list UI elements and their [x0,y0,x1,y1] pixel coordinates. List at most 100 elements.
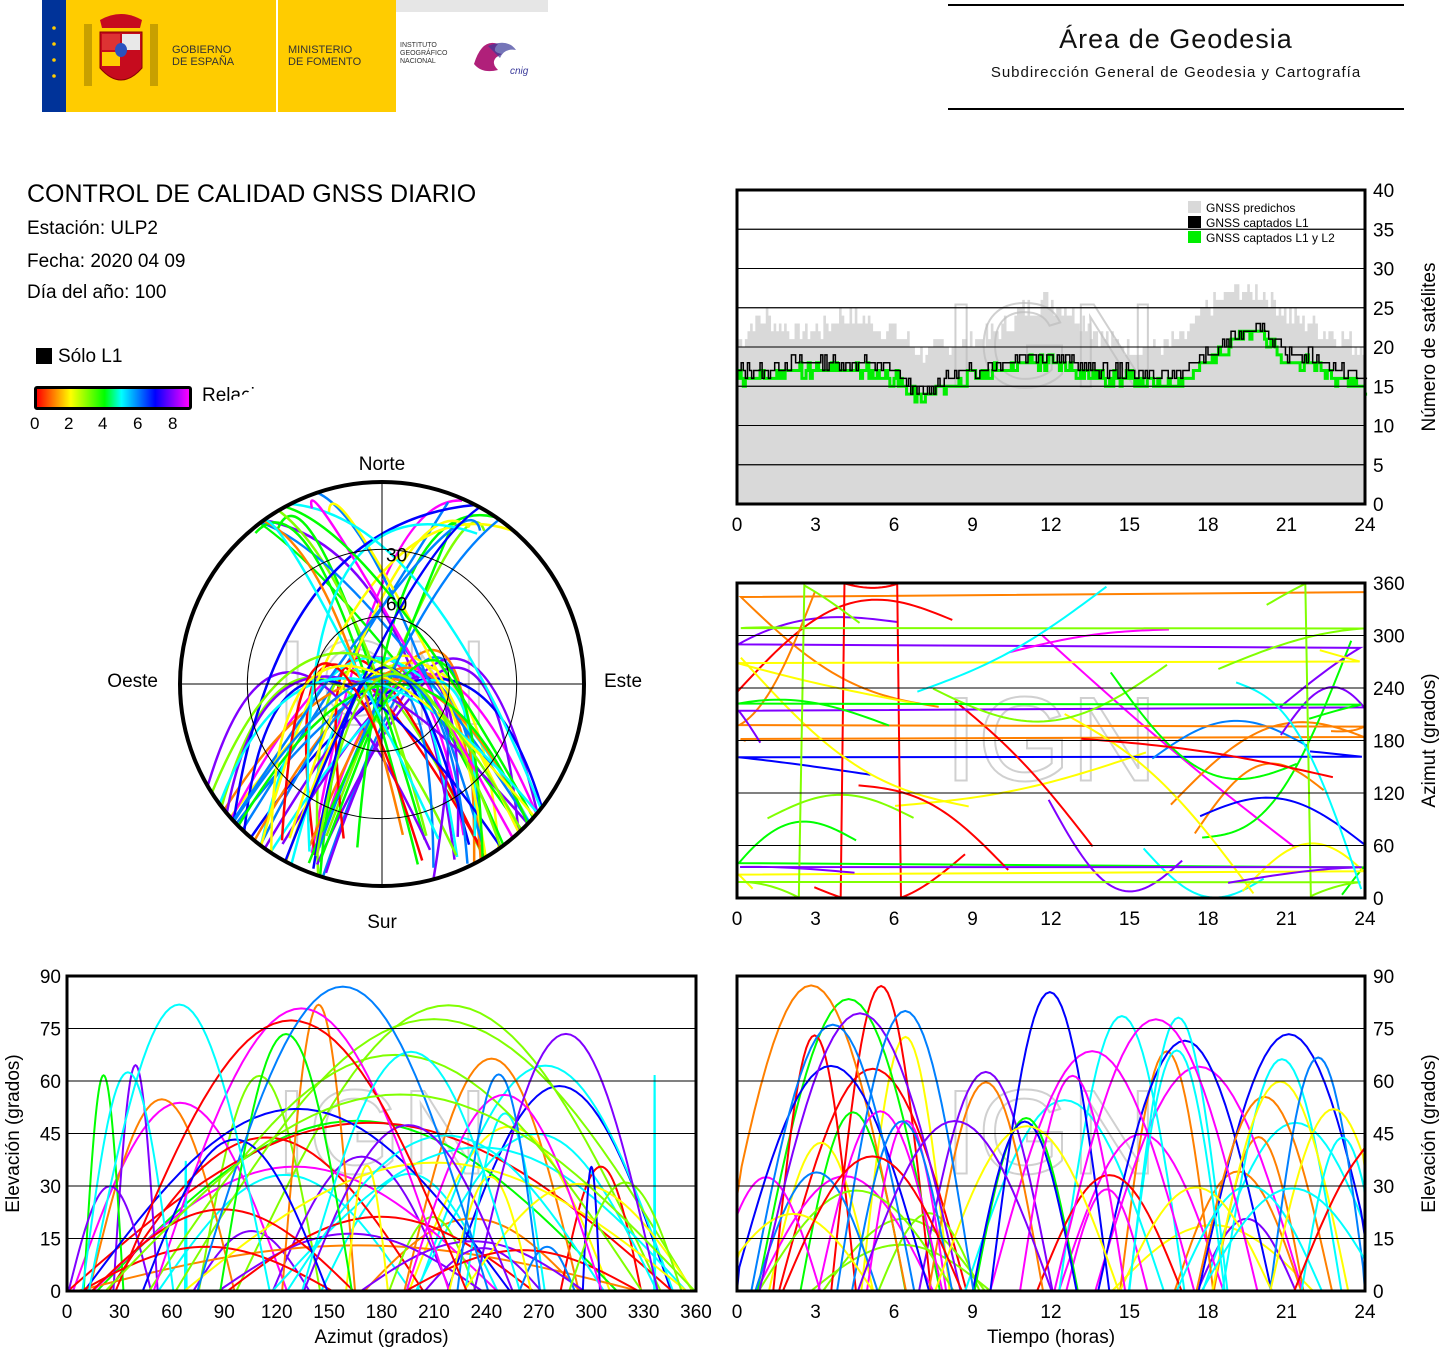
azimuth-track [738,582,1361,900]
satellite-count-chart: IGN 0 5 10 15 20 25 30 35 40 0 3 6 9 12 15 18 21 24 Número … [732,181,1440,536]
x-tick-label: 330 [628,1302,660,1323]
y-tick-label: 30 [1373,1177,1394,1198]
ign-top-bar [396,0,548,12]
azimuth-track [1109,671,1298,780]
x-tick-label: 0 [732,1302,743,1323]
elev-az-track [568,1181,683,1292]
elev-az-track [148,1053,643,1292]
snr-tick: 6 [133,414,143,433]
elev-az-track [405,1093,603,1292]
elev-time-track [756,997,941,1292]
elev-time-track [736,1064,930,1292]
azimuth-track [738,750,1362,776]
x-tick-label: 21 [1276,515,1297,536]
azimuth-track [894,751,1147,807]
coat-of-arms-icon [84,14,158,86]
x-tick-label: 15 [1119,515,1140,536]
y-tick-label: 20 [1373,338,1394,359]
x-tick-label: 60 [161,1302,182,1323]
azimuth-track [932,664,1168,723]
elev-az-track [473,1032,659,1292]
x-tick-label: 180 [366,1302,398,1323]
elev-time-track [850,1120,954,1292]
sky-track [309,499,526,860]
cnig-logo-icon: cnig [474,42,529,77]
sky-track [306,523,478,852]
x-tick-label: 300 [575,1302,607,1323]
x-tick-label: 30 [109,1302,130,1323]
y-tick-label: 240 [1373,679,1405,700]
azimuth-track [740,626,1364,670]
sky-ring-label: 60 [386,595,407,616]
x-tick-label: 210 [418,1302,450,1323]
elev-time-track [1119,1050,1215,1292]
elev-az-track [157,1173,412,1292]
ministerio-block: MINISTERIO DE FOMENTO [278,0,396,112]
elev-az-track [114,1019,468,1292]
elev-az-track [197,1074,322,1292]
y-tick-label: 360 [1373,574,1405,595]
doy-label: Día del año: 100 [27,282,167,303]
azimuth-track [738,698,1362,727]
sky-track [307,658,485,868]
sky-track [247,670,460,877]
x-tick-label: 12 [1040,909,1061,930]
x-tick-label: 3 [810,515,821,536]
y-tick-label: 15 [1373,377,1394,398]
y-tick-label: 0 [1373,495,1384,516]
y-tick-label: 45 [40,1125,61,1146]
x-tick-label: 0 [732,515,743,536]
x-tick-label: 18 [1197,515,1218,536]
y-tick-label: 60 [40,1072,61,1093]
elev-az-track [463,1182,695,1292]
elev-az-track [464,1112,546,1292]
y-tick-label: 30 [40,1177,61,1198]
x-tick-label: 18 [1197,909,1218,930]
snr-tick: 0 [30,414,40,433]
elev-time-track [971,1120,1078,1292]
elev-az-track [104,1093,696,1292]
elev-az-track [196,985,490,1292]
elev-az-track [581,1165,602,1292]
azimuth-track [1047,799,1183,893]
elev-az-track [87,1003,271,1292]
elev-az-track [82,1074,125,1292]
series-l1l2-line [737,329,1368,404]
sky-ring-label: 30 [386,545,407,566]
elev-time-track [1200,1187,1366,1292]
y-tick-label: 40 [1373,181,1394,202]
elev-time-track [877,1212,981,1292]
ign-block [396,0,548,112]
x-tick-label: 120 [261,1302,293,1323]
x-tick-label: 21 [1276,909,1297,930]
legend-swatch [1188,201,1201,213]
sky-west-label: Oeste [107,671,158,692]
elev-time-track [1269,1056,1366,1292]
azimuth-track [954,700,1094,847]
elev-az-track [235,1004,662,1292]
azimuth-track [1009,628,1170,654]
x-tick-label: 15 [1119,1302,1140,1323]
gobierno-line1: GOBIERNO [172,44,232,56]
elev-time-track [1036,1174,1183,1292]
snr-colorbar [34,386,192,410]
ministerio-line2: DE FOMENTO [288,56,362,68]
elev-time-track [860,1035,951,1292]
x-tick-label: 18 [1197,1302,1218,1323]
elev-az-track [518,1245,576,1292]
elev-time-track [934,1125,1120,1292]
y-tick-label: 35 [1373,220,1394,241]
gobierno-text: GOBIERNO DE ESPAÑA [172,44,234,68]
legend-label: GNSS predichos [1206,201,1295,215]
y-tick-label: 0 [1373,1282,1384,1303]
elev-time-track [836,1009,975,1292]
x-tick-label: 6 [889,515,900,536]
y-tick-label: 10 [1373,417,1394,438]
x-tick-label: 21 [1276,1302,1297,1323]
azimuth-track [737,649,1360,706]
elev-time-track [781,1155,963,1292]
ign-line3: NACIONAL [400,58,436,65]
